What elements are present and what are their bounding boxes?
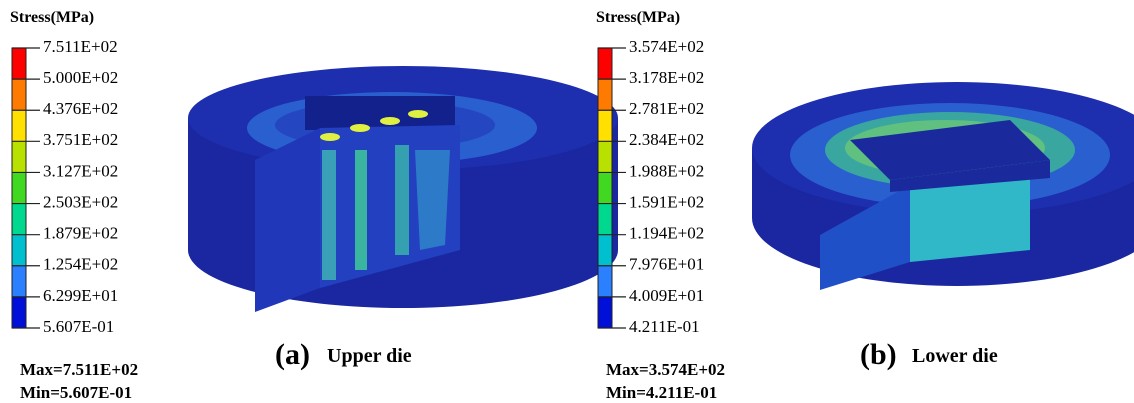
- level-label: 1.591E+02: [629, 192, 704, 211]
- color-band: [598, 141, 612, 173]
- cavity: [305, 96, 455, 130]
- color-band: [12, 235, 26, 267]
- cut-face-right: [910, 178, 1030, 262]
- level-label: 6.299E+01: [43, 286, 118, 305]
- level-label: 2.781E+02: [629, 99, 704, 118]
- min-value: Min=4.211E-01: [606, 383, 717, 402]
- lower-die-render: [752, 82, 1134, 290]
- max-value: Max=3.574E+02: [606, 360, 725, 379]
- color-band: [598, 79, 612, 111]
- panel-caption: Lower die: [912, 345, 998, 367]
- level-label: 2.384E+02: [629, 130, 704, 149]
- level-label: 5.607E-01: [43, 317, 114, 336]
- stress-zone: [415, 150, 450, 250]
- level-label: 7.976E+01: [629, 255, 704, 274]
- color-band: [12, 110, 26, 142]
- hot-spot: [350, 124, 370, 132]
- level-label: 3.751E+02: [43, 130, 118, 149]
- stress-streak: [395, 145, 409, 255]
- level-label: 4.211E-01: [629, 317, 700, 336]
- color-band: [598, 48, 612, 80]
- color-band: [12, 204, 26, 236]
- level-label: 5.000E+02: [43, 68, 118, 87]
- color-band: [598, 204, 612, 236]
- level-label: 4.376E+02: [43, 99, 118, 118]
- level-label: 3.178E+02: [629, 68, 704, 87]
- color-band: [12, 266, 26, 298]
- level-label: 7.511E+02: [43, 37, 118, 56]
- level-label: 1.194E+02: [629, 224, 704, 243]
- min-value: Min=5.607E-01: [20, 383, 132, 402]
- level-label: 1.879E+02: [43, 224, 118, 243]
- hot-spot: [380, 117, 400, 125]
- legend-title: Stress(MPa): [596, 9, 680, 26]
- color-band: [12, 79, 26, 111]
- level-label: 3.574E+02: [629, 37, 704, 56]
- color-band: [598, 235, 612, 267]
- color-band: [12, 297, 26, 329]
- color-band: [12, 48, 26, 80]
- color-band: [598, 266, 612, 298]
- level-label: 4.009E+01: [629, 286, 704, 305]
- stress-streak: [322, 150, 336, 280]
- color-band: [598, 110, 612, 142]
- panel-label: (b): [860, 338, 897, 371]
- level-label: 1.254E+02: [43, 255, 118, 274]
- color-band: [598, 172, 612, 204]
- upper-die-render: [188, 66, 618, 312]
- level-label: 1.988E+02: [629, 161, 704, 180]
- color-band: [12, 141, 26, 173]
- level-label: 3.127E+02: [43, 161, 118, 180]
- cut-face-left: [255, 128, 320, 312]
- hot-spot: [320, 133, 340, 141]
- max-value: Max=7.511E+02: [20, 360, 138, 379]
- hot-spot: [408, 110, 428, 118]
- legend-title: Stress(MPa): [10, 9, 94, 26]
- panel-caption: Upper die: [327, 345, 412, 367]
- level-label: 2.503E+02: [43, 192, 118, 211]
- figure: Stress(MPa) 7.511E+02 5.000E+02 4.376E+02 3.…: [0, 0, 1134, 403]
- panel-label: (a): [275, 338, 310, 371]
- stress-streak: [355, 150, 367, 270]
- color-band: [12, 172, 26, 204]
- color-band: [598, 297, 612, 329]
